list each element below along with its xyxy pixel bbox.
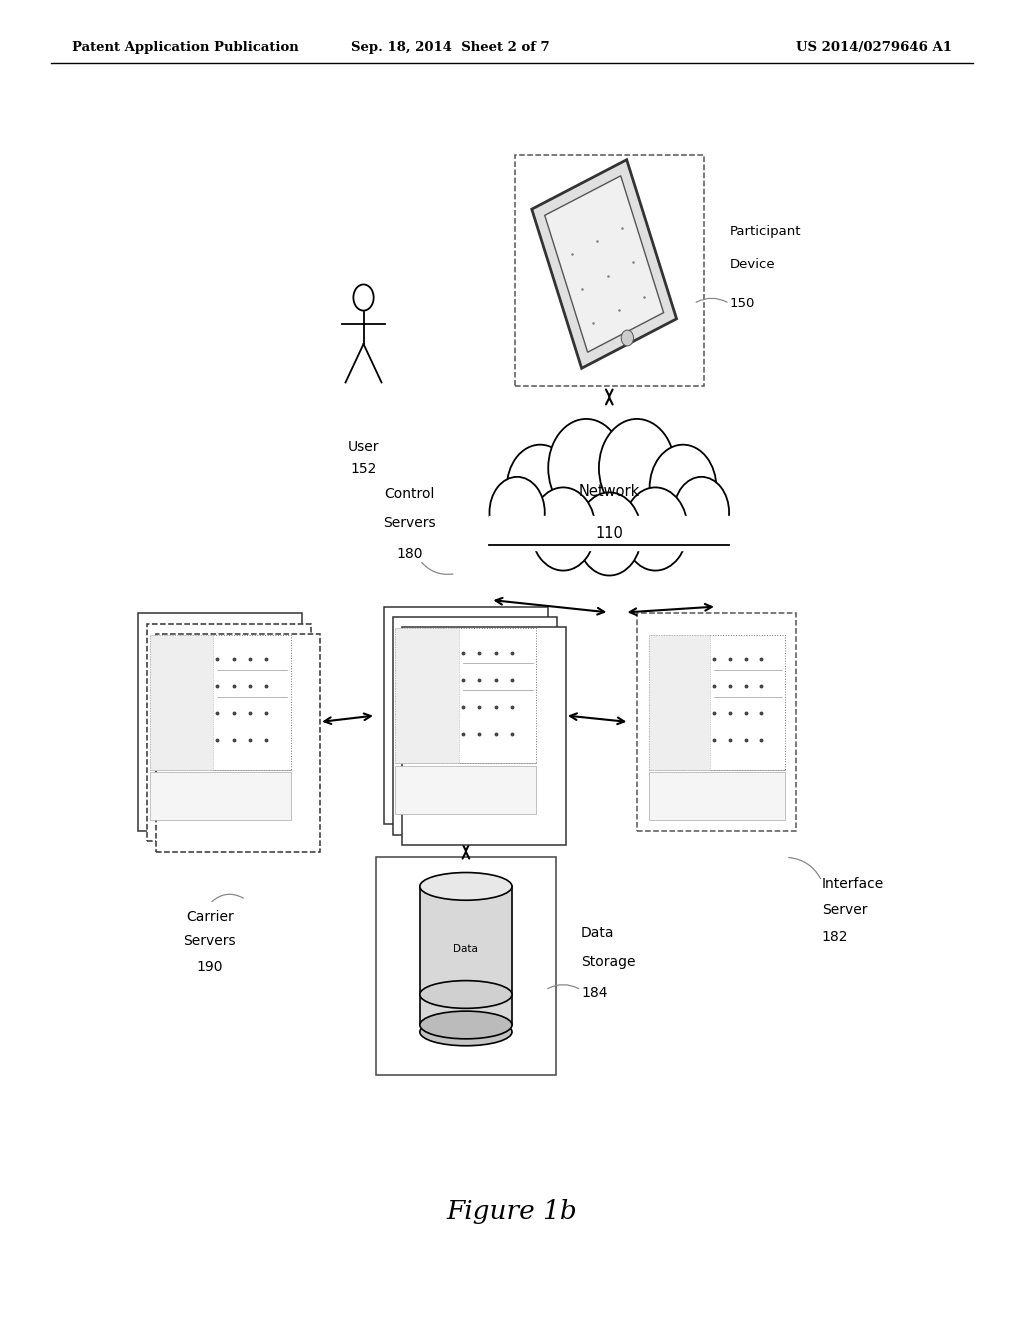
Text: US 2014/0279646 A1: US 2014/0279646 A1 <box>797 41 952 54</box>
Polygon shape <box>545 176 664 352</box>
Ellipse shape <box>420 873 512 900</box>
Bar <box>393 616 557 834</box>
Bar <box>514 154 705 385</box>
Text: Interface: Interface <box>821 876 884 891</box>
Text: Server: Server <box>821 903 867 917</box>
Text: Data: Data <box>582 927 614 940</box>
Polygon shape <box>531 160 677 368</box>
Text: 182: 182 <box>821 929 848 944</box>
Circle shape <box>530 487 595 570</box>
Bar <box>648 635 710 770</box>
Circle shape <box>353 285 374 310</box>
Text: Patent Application Publication: Patent Application Publication <box>72 41 298 54</box>
Circle shape <box>548 418 625 517</box>
Text: 184: 184 <box>582 986 607 999</box>
Text: Device: Device <box>729 257 775 271</box>
Bar <box>150 635 291 770</box>
Ellipse shape <box>420 981 512 1008</box>
Circle shape <box>674 477 729 548</box>
Text: Control: Control <box>384 487 435 502</box>
Bar <box>402 627 566 845</box>
Text: Storage: Storage <box>582 956 636 969</box>
Bar <box>420 887 512 1024</box>
Text: 152: 152 <box>350 462 377 477</box>
Circle shape <box>622 330 634 346</box>
Bar <box>648 772 785 820</box>
Text: 190: 190 <box>197 961 223 974</box>
Circle shape <box>507 445 573 531</box>
Text: Sep. 18, 2014  Sheet 2 of 7: Sep. 18, 2014 Sheet 2 of 7 <box>351 41 550 54</box>
Text: 150: 150 <box>729 297 755 310</box>
Text: Network: Network <box>579 483 640 499</box>
Text: 180: 180 <box>396 546 423 561</box>
Circle shape <box>599 418 675 517</box>
Bar <box>150 635 213 770</box>
Text: Carrier: Carrier <box>186 911 233 924</box>
Text: User: User <box>348 440 379 454</box>
Text: Participant: Participant <box>729 224 801 238</box>
Bar <box>395 628 459 763</box>
Text: Servers: Servers <box>183 935 237 948</box>
Circle shape <box>489 477 545 548</box>
Ellipse shape <box>420 1011 512 1039</box>
Ellipse shape <box>420 1018 512 1045</box>
Bar <box>147 623 311 841</box>
Text: Figure 1b: Figure 1b <box>446 1200 578 1224</box>
Text: 110: 110 <box>595 525 624 541</box>
Bar <box>648 635 785 770</box>
Bar <box>637 612 797 832</box>
Bar <box>150 772 291 820</box>
Bar <box>395 628 537 763</box>
Text: Servers: Servers <box>383 516 436 531</box>
Bar <box>395 766 537 813</box>
Bar <box>377 858 555 1074</box>
Circle shape <box>578 492 641 576</box>
Text: Data: Data <box>454 944 478 954</box>
Bar <box>138 612 302 832</box>
Circle shape <box>623 487 688 570</box>
Circle shape <box>649 445 717 531</box>
Bar <box>157 634 321 851</box>
Bar <box>384 607 548 824</box>
